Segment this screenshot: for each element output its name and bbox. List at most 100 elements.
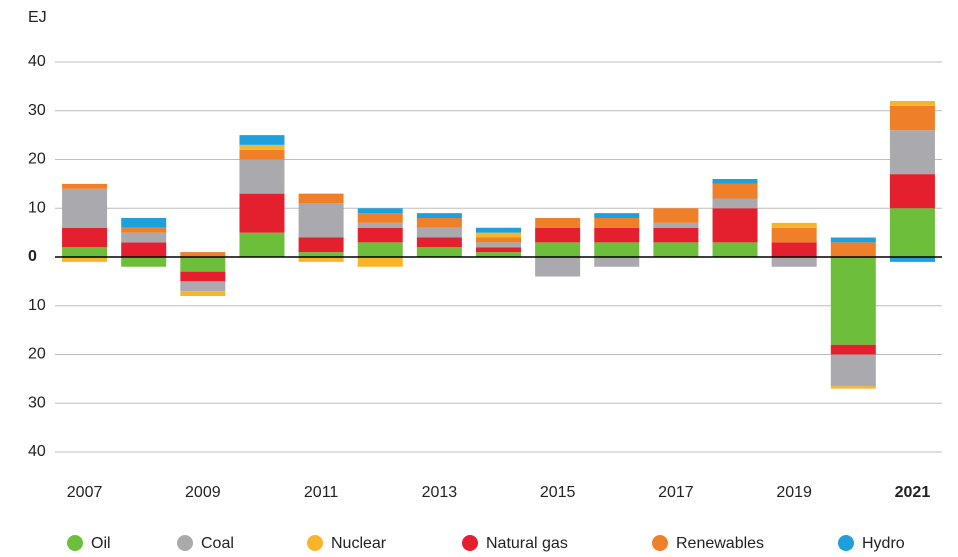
bar-segment — [476, 242, 521, 248]
y-axis-label: EJ — [28, 9, 47, 26]
bar-segment — [416, 227, 462, 238]
bar-segment — [357, 208, 403, 214]
bar-segment — [180, 281, 226, 292]
bar-segment — [889, 257, 935, 262]
bar-segment — [535, 242, 581, 257]
legend-swatch — [177, 535, 193, 551]
bar-segment — [535, 257, 581, 277]
y-tick-label: 0 — [28, 248, 37, 265]
bar-segment — [594, 257, 640, 267]
x-tick-label: 2017 — [658, 484, 694, 501]
bar-segment — [535, 218, 581, 228]
bar-segment — [594, 218, 640, 228]
bar-segment — [771, 222, 817, 228]
bar-segment — [653, 227, 699, 243]
bar-segment — [62, 247, 108, 257]
bar-segment — [121, 232, 167, 243]
bar-segment — [712, 198, 758, 209]
bar-segment — [889, 105, 935, 131]
x-tick-label: 2011 — [304, 484, 339, 501]
bar-segment — [476, 227, 521, 233]
bar-segment — [771, 257, 817, 267]
bar-segment — [712, 179, 758, 184]
bar-segment — [121, 227, 167, 233]
bar-segment — [771, 242, 817, 257]
bar-segment — [889, 174, 935, 209]
y-tick-label: 20 — [28, 346, 46, 363]
bar-segment — [889, 130, 935, 175]
bar-segment — [298, 203, 344, 238]
bar-segment — [830, 354, 876, 387]
bar-segment — [239, 144, 285, 150]
bar-segment — [239, 135, 285, 145]
bar-segment — [357, 213, 403, 223]
bar-segment — [594, 213, 640, 218]
bar-segment — [416, 237, 462, 248]
bar-segment — [712, 242, 758, 257]
legend-label: Coal — [201, 535, 234, 552]
legend-swatch — [652, 535, 668, 551]
bar-segment — [239, 149, 285, 160]
legend-swatch — [67, 535, 83, 551]
bar-segment — [653, 222, 699, 228]
bar-segment — [180, 252, 226, 257]
bar-segment — [830, 242, 876, 257]
bar-segment — [62, 188, 108, 228]
legend-label: Natural gas — [486, 535, 568, 552]
bar-segment — [239, 159, 285, 194]
y-tick-label: 30 — [28, 102, 46, 119]
bar-segment — [357, 227, 403, 243]
y-tick-label: 20 — [28, 151, 46, 168]
bar-segment — [180, 271, 226, 282]
bar-segment — [476, 232, 521, 238]
bar-segment — [62, 257, 108, 262]
bar-segment — [653, 242, 699, 257]
bar-segment — [889, 101, 935, 106]
bar-segment — [121, 242, 167, 257]
bar-segment — [239, 193, 285, 233]
bar-segment — [830, 344, 876, 355]
bar-segment — [180, 291, 226, 296]
x-tick-label: 2009 — [185, 484, 221, 501]
bar-segment — [121, 218, 167, 228]
bar-segment — [535, 227, 581, 243]
bar-segment — [357, 257, 403, 267]
bar-segment — [180, 257, 226, 272]
y-tick-label: 40 — [28, 443, 46, 460]
bar-segment — [298, 237, 344, 253]
bar-segment — [594, 227, 640, 243]
bar-segment — [357, 222, 403, 228]
legend-label: Renewables — [676, 535, 764, 552]
legend-label: Nuclear — [331, 535, 387, 552]
x-tick-label: 2019 — [776, 484, 812, 501]
bar-segment — [594, 242, 640, 257]
bar-segment — [121, 257, 167, 267]
bar-segment — [653, 208, 699, 223]
bar-segment — [476, 237, 521, 243]
bar-segment — [416, 213, 462, 218]
bar-segment — [298, 252, 344, 257]
x-tick-label: 2021 — [895, 484, 931, 501]
bar-segment — [62, 227, 108, 248]
bar-segment — [830, 237, 876, 243]
legend-swatch — [307, 535, 323, 551]
bar-segment — [239, 232, 285, 257]
bar-segment — [416, 218, 462, 228]
legend-swatch — [462, 535, 478, 551]
x-tick-label: 2013 — [422, 484, 458, 501]
x-tick-label: 2007 — [67, 484, 103, 501]
bar-segment — [357, 242, 403, 257]
bar-segment — [476, 252, 521, 257]
bar-segment — [830, 257, 876, 345]
x-tick-label: 2015 — [540, 484, 576, 501]
bar-segment — [298, 193, 344, 204]
y-tick-label: 40 — [28, 53, 46, 70]
bar-segment — [889, 208, 935, 257]
y-tick-label: 30 — [28, 394, 46, 411]
bar-segment — [416, 247, 462, 257]
legend-swatch — [838, 535, 854, 551]
y-tick-label: 10 — [28, 199, 46, 216]
legend-label: Oil — [91, 535, 111, 552]
bar-segment — [298, 257, 344, 262]
